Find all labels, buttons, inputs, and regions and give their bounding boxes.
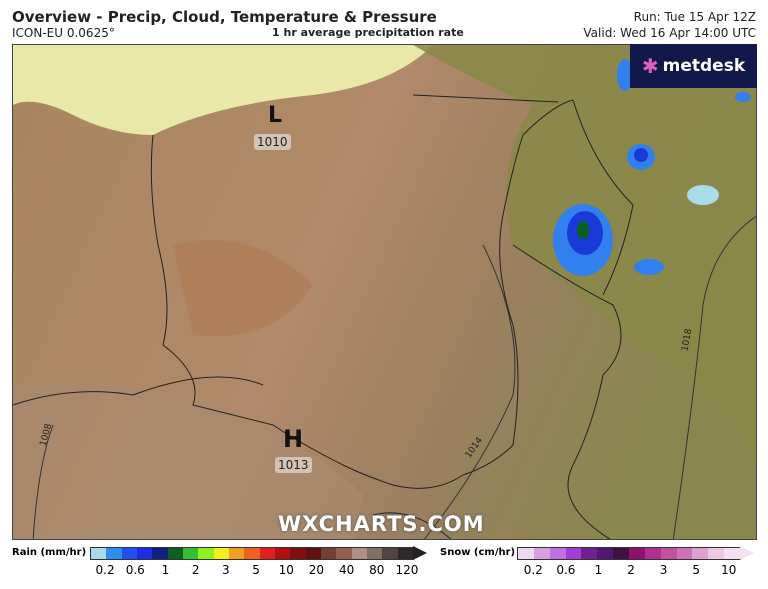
colorbar-tick: 2 (627, 563, 635, 577)
colorbar-swatch (228, 548, 245, 559)
valid-time: Valid: Wed 16 Apr 14:00 UTC (583, 26, 756, 40)
colorbar-swatch (182, 548, 199, 559)
colorbar-swatch (644, 548, 661, 559)
colorbar-swatch (259, 548, 275, 559)
colorbar-tick: 0.6 (556, 563, 576, 577)
snow-colorbar-arrow (740, 546, 754, 560)
colorbar-tick: 5 (692, 563, 700, 577)
colorbar-swatch (198, 548, 214, 559)
colorbar-swatch (244, 548, 260, 559)
rain-colorbar-arrow (413, 546, 427, 560)
colorbar-tick: 3 (222, 563, 230, 577)
colorbar-swatch (613, 548, 630, 559)
colorbar-swatch (676, 548, 693, 559)
warm-area (173, 240, 313, 337)
colorbar-tick: 2 (191, 563, 200, 577)
colorbar-swatch (213, 548, 229, 559)
colorbar-tick: 10 (721, 563, 737, 577)
colorbar-tick: 3 (659, 563, 668, 577)
subtitle: 1 hr average precipitation rate (272, 26, 464, 39)
colorbar-swatch (167, 548, 183, 559)
colorbar-swatch (121, 548, 137, 559)
colorbar-swatch (136, 548, 153, 559)
map-title: Overview - Precip, Cloud, Temperature & … (12, 8, 437, 26)
rain-colorbar (90, 547, 414, 560)
colorbar-swatch (549, 548, 566, 559)
low-pressure-value: 1010 (254, 134, 291, 150)
weather-map: 1014 1018 1008 L 1010 H 1013 (12, 44, 757, 540)
colorbar-swatch (366, 548, 383, 559)
map-canvas (13, 45, 756, 539)
rain-legend-label: Rain (mm/hr) (12, 547, 87, 558)
colorbar-swatch (91, 548, 107, 559)
low-pressure-marker: L (268, 103, 283, 128)
borders (13, 94, 634, 539)
high-pressure-marker: H (283, 425, 304, 453)
colorbar-swatch (581, 548, 598, 559)
watermark: WXCHARTS.COM (278, 512, 485, 536)
colorbar-tick: 0.2 (523, 563, 543, 577)
colorbar-tick: 0.2 (95, 563, 115, 577)
precipitation (553, 59, 751, 276)
colorbar-tick: 0.6 (125, 563, 145, 577)
colorbar-swatch (629, 548, 645, 559)
colorbar-swatch (597, 548, 614, 559)
rain-ticks: 0.2 0.6 1 2 3 5 10 20 40 80 120 (90, 563, 422, 577)
high-pressure-value: 1013 (275, 457, 312, 473)
baltic-sea (13, 45, 433, 135)
colorbar-tick: 1 (161, 563, 170, 577)
colorbar-swatch (565, 548, 582, 559)
colorbar-swatch (533, 548, 550, 559)
colorbar-swatch (518, 548, 534, 559)
colorbar-swatch (106, 548, 122, 559)
colorbar-tick: 120 (395, 563, 419, 577)
colorbar-swatch (290, 548, 306, 559)
colorbar-swatch (305, 548, 321, 559)
colorbar-swatch (708, 548, 725, 559)
run-time: Run: Tue 15 Apr 12Z (633, 10, 756, 24)
snow-colorbar (517, 547, 741, 560)
logo-text: metdesk (662, 56, 746, 76)
colorbar-swatch (692, 548, 709, 559)
colorbar-swatch (660, 548, 677, 559)
metdesk-logo: ✱ metdesk (630, 44, 757, 88)
colorbar-swatch (351, 548, 367, 559)
colorbar-swatch (397, 548, 413, 559)
colorbar-swatch (382, 548, 398, 559)
snow-ticks: 0.2 0.6 1 2 3 5 10 (517, 563, 745, 577)
colorbar-tick: 40 (338, 563, 355, 577)
logo-star-icon: ✱ (641, 54, 659, 78)
colorbar-swatch (336, 548, 352, 559)
south-area (13, 382, 363, 539)
model-name: ICON-EU 0.0625° (12, 26, 115, 40)
colorbar-tick: 1 (594, 563, 603, 577)
colorbar-tick: 5 (252, 563, 260, 577)
colorbar-tick: 10 (278, 563, 294, 577)
snow-legend-label: Snow (cm/hr) (440, 547, 516, 558)
colorbar-swatch (320, 548, 337, 559)
colorbar-swatch (274, 548, 291, 559)
colorbar-swatch (152, 548, 168, 559)
isobars (32, 215, 756, 539)
colorbar-swatch (724, 548, 741, 559)
colorbar-tick: 80 (369, 563, 385, 577)
colorbar-tick: 20 (308, 563, 325, 577)
